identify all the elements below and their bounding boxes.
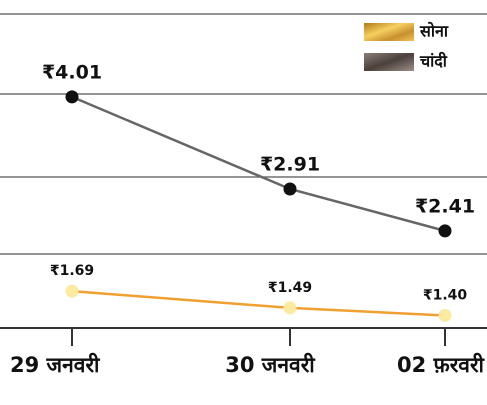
series-line — [72, 291, 445, 315]
data-label: ₹2.91 — [260, 154, 320, 176]
chart: 29 जनवरी 30 जनवरी 02 फ़रवरी ₹1.69 ₹1.49 ₹1.40… — [0, 0, 487, 405]
x-tick-label: 30 जनवरी — [225, 352, 316, 377]
legend-swatch — [364, 23, 414, 41]
point — [439, 309, 452, 322]
point — [66, 285, 79, 298]
data-label: ₹1.40 — [423, 287, 468, 303]
legend-swatch — [364, 53, 414, 71]
x-tick-label: 29 जनवरी — [10, 352, 101, 377]
point — [439, 224, 452, 237]
point — [66, 90, 79, 103]
data-label: ₹1.49 — [268, 280, 312, 296]
point — [284, 301, 297, 314]
data-label: ₹4.01 — [42, 61, 102, 83]
legend-label: चांदी — [419, 52, 448, 71]
x-tick-label: 02 फ़रवरी — [397, 352, 486, 377]
point — [284, 183, 297, 196]
data-label: ₹1.69 — [50, 263, 94, 279]
data-label: ₹2.41 — [415, 195, 475, 217]
legend-label: सोना — [419, 22, 449, 41]
series-line — [72, 97, 445, 231]
